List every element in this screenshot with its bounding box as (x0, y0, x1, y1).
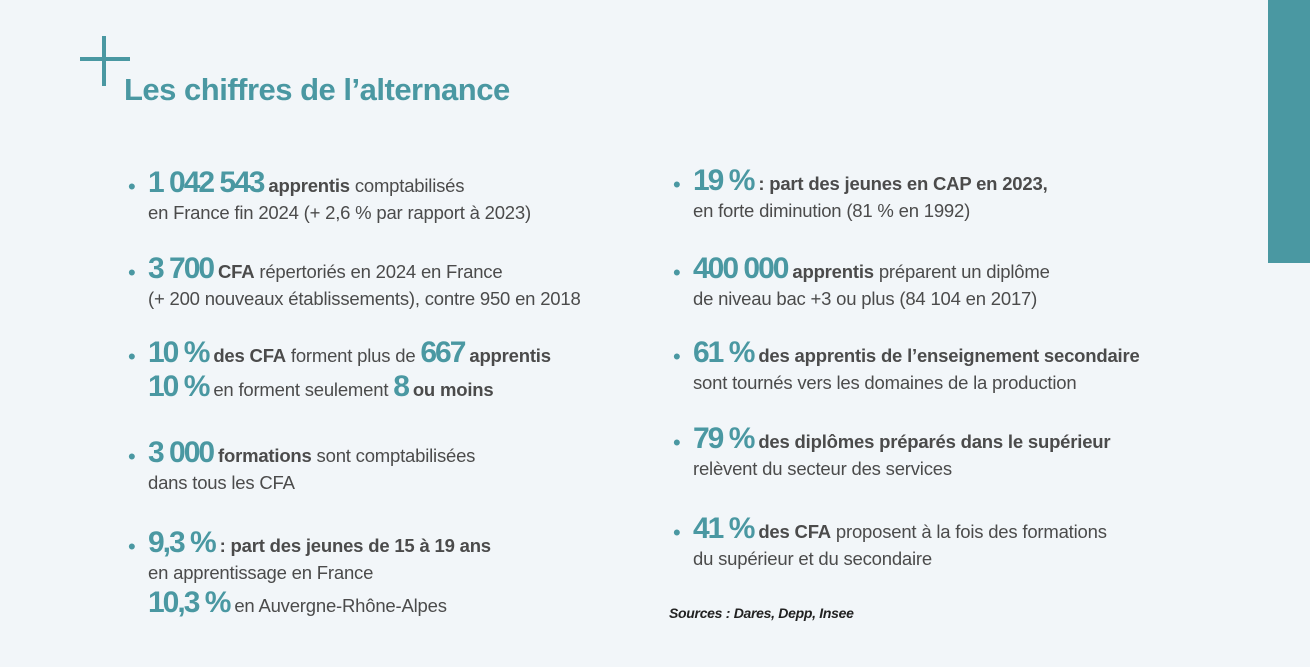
stat-figure: 9,3 % (148, 526, 217, 559)
stat-highlight: ou moins (407, 379, 494, 400)
stat-highlight: : part des jeunes en CAP en 2023, (753, 173, 1048, 194)
stat-figure: 10,3 % (148, 586, 231, 619)
stat-line: 10 % des CFA forment plus de 667 apprent… (148, 336, 551, 370)
bullet-icon: • (673, 520, 681, 545)
stat-line: du supérieur et du secondaire (693, 546, 1107, 572)
stat-line: 79 % des diplômes préparés dans le supér… (693, 422, 1111, 456)
stat-figure: 3 000 (148, 436, 215, 469)
stat-text: en forment seulement (208, 379, 394, 400)
stat-line: en France fin 2024 (+ 2,6 % par rapport … (148, 200, 531, 226)
stat-item: • 79 % des diplômes préparés dans le supé… (673, 422, 1111, 482)
stat-item: • 19 % : part des jeunes en CAP en 2023, e… (673, 164, 1048, 224)
stat-text: du supérieur et du secondaire (693, 548, 932, 569)
stat-highlight: CFA (213, 261, 255, 282)
stat-highlight: des CFA (753, 521, 831, 542)
stat-item: • 3 700 CFA répertoriés en 2024 en France… (128, 252, 581, 312)
bullet-icon: • (673, 430, 681, 455)
stat-text: comptabilisés (349, 175, 465, 196)
bullet-icon: • (128, 534, 136, 559)
stat-item: • 10 % des CFA forment plus de 667 appren… (128, 336, 551, 404)
stat-figure: 19 % (693, 164, 755, 197)
stat-figure: 10 % (148, 336, 210, 369)
stat-figure: 61 % (693, 336, 755, 369)
stat-text: en apprentissage en France (148, 562, 374, 583)
plus-icon (80, 36, 130, 86)
stat-line: 41 % des CFA proposent à la fois des for… (693, 512, 1107, 546)
stat-text: (+ 200 nouveaux établissements), contre … (148, 288, 581, 309)
stat-text: dans tous les CFA (148, 472, 295, 493)
stat-line: 3 000 formations sont comptabilisées (148, 436, 475, 470)
stat-line: en apprentissage en France (148, 560, 491, 586)
stat-figure: 79 % (693, 422, 755, 455)
stat-line: 10 % en forment seulement 8 ou moins (148, 370, 551, 404)
bullet-icon: • (673, 172, 681, 197)
stat-line: sont tournés vers les domaines de la pro… (693, 370, 1140, 396)
bullet-icon: • (128, 444, 136, 469)
stat-line: 400 000 apprentis préparent un diplôme (693, 252, 1050, 286)
stat-item: • 61 % des apprentis de l’enseignement se… (673, 336, 1140, 396)
sources-note: Sources : Dares, Depp, Insee (669, 605, 854, 621)
stat-highlight: des diplômes préparés dans le supérieur (753, 431, 1111, 452)
stat-line: (+ 200 nouveaux établissements), contre … (148, 286, 581, 312)
stat-highlight: des apprentis de l’enseignement secondai… (753, 345, 1140, 366)
stat-text: forment plus de (285, 345, 421, 366)
stat-line: 61 % des apprentis de l’enseignement sec… (693, 336, 1140, 370)
stat-figure: 1 042 543 (148, 166, 265, 199)
stat-line: 1 042 543 apprentis comptabilisés (148, 166, 531, 200)
stat-text: sont tournés vers les domaines de la pro… (693, 372, 1077, 393)
stat-highlight: des CFA (208, 345, 286, 366)
bullet-icon: • (673, 260, 681, 285)
stat-highlight: formations (213, 445, 312, 466)
stat-text: de niveau bac +3 ou plus (84 104 en 2017… (693, 288, 1038, 309)
stat-text: préparent un diplôme (873, 261, 1050, 282)
bullet-icon: • (128, 174, 136, 199)
stat-line: 10,3 % en Auvergne-Rhône-Alpes (148, 586, 491, 620)
stat-figure: 667 (420, 336, 466, 369)
stat-text: en forte diminution (81 % en 1992) (693, 200, 971, 221)
stat-line: de niveau bac +3 ou plus (84 104 en 2017… (693, 286, 1050, 312)
stat-figure: 10 % (148, 370, 210, 403)
stat-item: • 9,3 % : part des jeunes de 15 à 19 ans e… (128, 526, 491, 620)
stat-line: relèvent du secteur des services (693, 456, 1110, 482)
bullet-icon: • (128, 260, 136, 285)
stat-text: sont comptabilisées (311, 445, 476, 466)
decorative-side-bar (1268, 0, 1310, 263)
stat-line: 9,3 % : part des jeunes de 15 à 19 ans (148, 526, 491, 560)
stat-text: en France fin 2024 (+ 2,6 % par rapport … (148, 202, 531, 223)
stat-text: répertoriés en 2024 en France (254, 261, 503, 282)
stat-figure: 41 % (693, 512, 755, 545)
stat-figure: 400 000 (693, 252, 789, 285)
stat-highlight: apprentis (464, 345, 551, 366)
stat-item: • 41 % des CFA proposent à la fois des fo… (673, 512, 1107, 572)
stat-text: en Auvergne-Rhône-Alpes (229, 595, 447, 616)
stat-highlight: : part des jeunes de 15 à 19 ans (214, 535, 491, 556)
stat-line: 19 % : part des jeunes en CAP en 2023, (693, 164, 1048, 198)
stat-line: en forte diminution (81 % en 1992) (693, 198, 1048, 224)
page-title: Les chiffres de l’alternance (124, 72, 510, 107)
bullet-icon: • (128, 344, 136, 369)
stat-highlight: apprentis (263, 175, 350, 196)
bullet-icon: • (673, 344, 681, 369)
stat-text: proposent à la fois des formations (830, 521, 1107, 542)
stat-text: relèvent du secteur des services (693, 458, 952, 479)
stat-figure: 8 (393, 370, 410, 403)
stat-figure: 3 700 (148, 252, 215, 285)
stat-line: 3 700 CFA répertoriés en 2024 en France (148, 252, 581, 286)
stat-item: • 1 042 543 apprentis comptabilisés en Fra… (128, 166, 531, 226)
stat-line: dans tous les CFA (148, 470, 475, 496)
stat-item: • 3 000 formations sont comptabilisées dan… (128, 436, 475, 496)
stat-highlight: apprentis (787, 261, 874, 282)
stat-item: • 400 000 apprentis préparent un diplôme d… (673, 252, 1050, 312)
